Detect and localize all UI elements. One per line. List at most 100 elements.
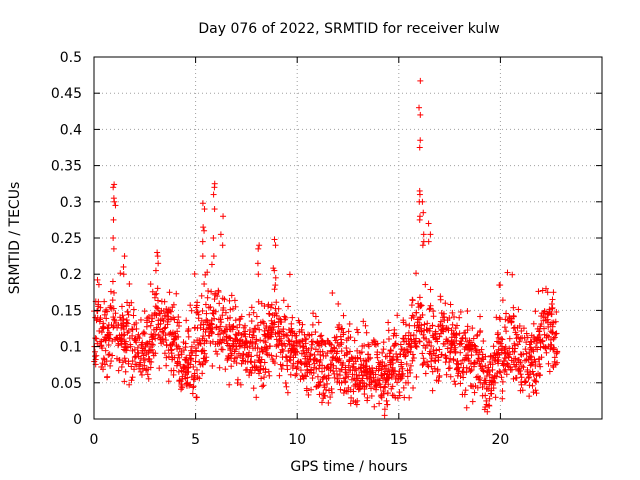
data-point [297,376,304,383]
data-point [362,357,369,364]
data-point [258,356,265,363]
data-point [316,391,323,398]
data-point [552,318,559,325]
data-point [400,335,407,342]
data-point [316,365,323,372]
data-point [549,323,556,330]
data-point [95,281,102,288]
data-point [416,338,423,345]
data-point [101,298,108,305]
data-point [290,360,297,367]
data-point [458,360,465,367]
data-point [203,354,210,361]
data-point [112,310,119,317]
data-point [259,383,266,390]
data-point [216,364,223,371]
data-point [111,289,118,296]
data-point [447,373,454,380]
data-point [107,362,114,369]
data-point [246,326,253,333]
data-point [120,263,127,270]
data-point [397,341,404,348]
data-point [185,333,192,340]
data-point [427,351,434,358]
data-point [299,321,306,328]
data-point [128,363,135,370]
data-point [389,360,396,367]
data-point [209,325,216,332]
data-point [129,326,136,333]
data-point [122,338,129,345]
data-point [200,333,207,340]
data-point [444,337,451,344]
data-point [419,350,426,357]
data-point [353,326,360,333]
data-point [537,372,544,379]
data-point [512,345,519,352]
y-tick-label: 0.4 [60,122,82,138]
data-point [313,365,320,372]
data-point [482,362,489,369]
data-point [97,315,104,322]
data-point [175,322,182,329]
data-point [457,373,464,380]
data-point [389,383,396,390]
data-point [129,332,136,339]
data-point [281,313,288,320]
data-point [107,302,114,309]
data-point [315,319,322,326]
data-point [530,348,537,355]
data-point [532,362,539,369]
data-point [490,385,497,392]
data-point [526,374,533,381]
data-point [152,350,159,357]
data-point [100,320,107,327]
data-point [136,335,143,342]
data-point [141,347,148,354]
data-point [446,315,453,322]
data-point [120,271,127,278]
data-point [317,333,324,340]
data-point [133,339,140,346]
data-point [355,329,362,336]
data-point [418,302,425,309]
data-point [192,358,199,365]
data-point [180,347,187,354]
data-point [109,297,116,304]
data-point [175,314,182,321]
data-point [121,378,128,385]
data-point [259,348,266,355]
data-point [251,325,258,332]
data-point [191,339,198,346]
data-point [477,379,484,386]
data-point [282,379,289,386]
data-point [263,343,270,350]
data-point [348,354,355,361]
data-point [272,282,279,289]
data-point [448,327,455,334]
data-point [518,381,525,388]
data-point [446,359,453,366]
data-point [266,311,273,318]
chart-title: Day 076 of 2022, SRMTID for receiver kul… [198,21,499,37]
data-point [489,366,496,373]
data-point [165,378,172,385]
data-point [248,370,255,377]
data-point [160,317,167,324]
data-point [339,325,346,332]
data-point [133,319,140,326]
data-point [103,315,110,322]
data-point [551,334,558,341]
data-point [94,276,101,283]
data-point [506,351,513,358]
data-point [449,321,456,328]
data-point [539,338,546,345]
data-point [537,363,544,370]
data-point [280,326,287,333]
data-point [199,200,206,207]
data-point [241,344,248,351]
data-point [406,366,413,373]
data-point [298,329,305,336]
data-point [199,307,206,314]
data-point [364,394,371,401]
